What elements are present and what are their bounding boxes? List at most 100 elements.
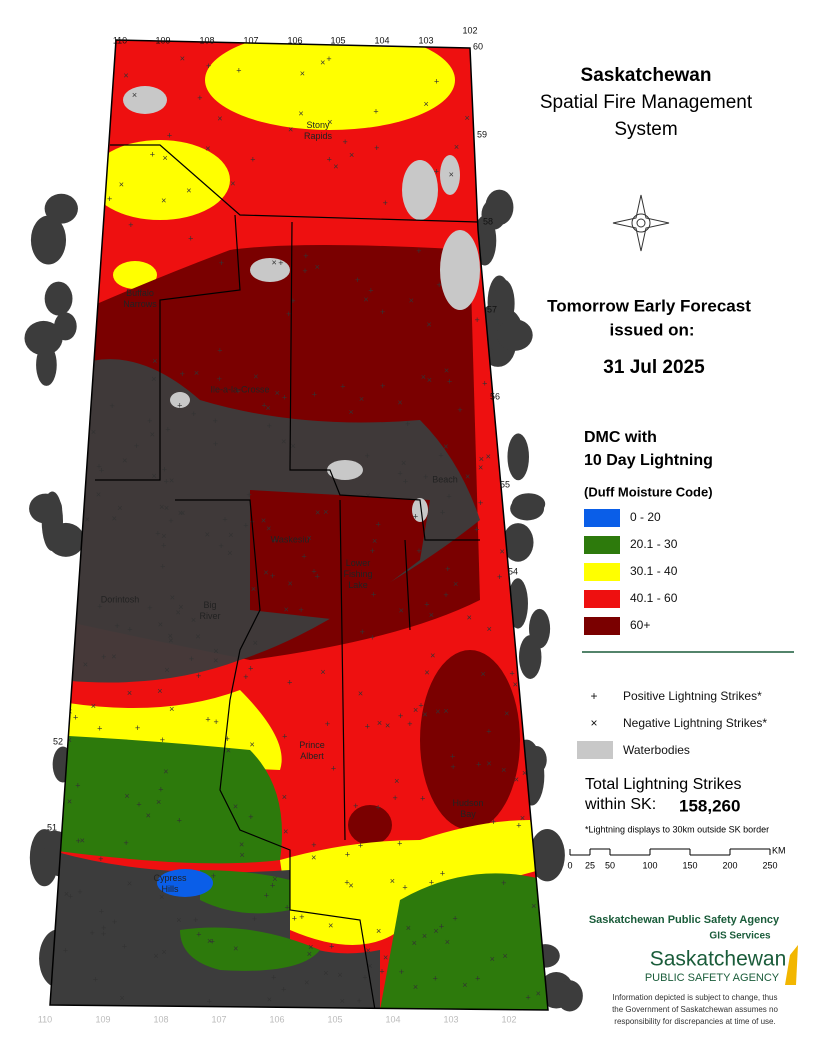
strike: + bbox=[281, 984, 286, 994]
strike: × bbox=[228, 530, 233, 540]
strike: × bbox=[91, 701, 96, 711]
strike: × bbox=[328, 921, 333, 931]
strike: + bbox=[243, 521, 248, 531]
agency: Saskatchewan Public Safety Agency bbox=[589, 914, 780, 926]
strike: × bbox=[168, 631, 173, 641]
legend-symbol: Negative Lightning Strikes* bbox=[623, 716, 767, 730]
strike: × bbox=[462, 980, 467, 990]
strike: + bbox=[193, 915, 198, 925]
strike: × bbox=[372, 536, 377, 546]
strike: + bbox=[96, 461, 101, 471]
longitude-label: 103 bbox=[443, 1014, 458, 1024]
strike: × bbox=[152, 471, 157, 481]
strike: × bbox=[81, 426, 86, 436]
strike: + bbox=[355, 275, 360, 285]
latitude-label: 56 bbox=[490, 391, 500, 401]
strike: + bbox=[68, 892, 73, 902]
strike: × bbox=[217, 114, 222, 124]
strike-cluster bbox=[529, 828, 565, 882]
strike: × bbox=[176, 915, 181, 925]
strike: + bbox=[342, 137, 347, 147]
scale-label: 150 bbox=[682, 860, 697, 870]
strike: + bbox=[446, 492, 451, 502]
strike: + bbox=[271, 972, 276, 982]
longitude-label: 106 bbox=[269, 1014, 284, 1024]
strike: × bbox=[398, 606, 403, 616]
strike: × bbox=[308, 942, 313, 952]
totals-value: 158,260 bbox=[679, 796, 740, 815]
strike: × bbox=[413, 982, 418, 992]
strike: + bbox=[434, 166, 439, 176]
strike: + bbox=[134, 441, 139, 451]
strike: + bbox=[360, 627, 365, 637]
strike: × bbox=[537, 537, 542, 547]
strike: + bbox=[191, 409, 196, 419]
place-label: Hudson Bay bbox=[452, 798, 483, 819]
strike: + bbox=[491, 817, 496, 827]
totals-label: within SK: bbox=[584, 796, 656, 813]
lightning-halo bbox=[24, 189, 583, 1012]
strike: + bbox=[433, 973, 438, 983]
strike: + bbox=[112, 917, 117, 927]
strike: + bbox=[413, 512, 418, 522]
strike: + bbox=[74, 250, 79, 260]
svg-text:×: × bbox=[590, 716, 597, 730]
strike: + bbox=[540, 527, 545, 537]
strike: × bbox=[291, 441, 296, 451]
longitude-label: 104 bbox=[374, 35, 389, 45]
strike: × bbox=[315, 508, 320, 518]
strike: × bbox=[504, 222, 509, 232]
strike: + bbox=[440, 868, 445, 878]
legend-symbol: Waterbodies bbox=[623, 743, 690, 757]
strike: × bbox=[38, 598, 43, 608]
strike: × bbox=[161, 947, 166, 957]
strike-cluster bbox=[511, 493, 546, 515]
strike: × bbox=[178, 602, 183, 612]
scale-unit: KM bbox=[772, 845, 786, 855]
strike: + bbox=[380, 307, 385, 317]
legend-swatch bbox=[584, 563, 620, 581]
strike: × bbox=[514, 775, 519, 785]
strike: × bbox=[240, 850, 245, 860]
strike: + bbox=[497, 572, 502, 582]
strike: × bbox=[427, 375, 432, 385]
strike: + bbox=[311, 566, 316, 576]
strike: + bbox=[165, 424, 170, 434]
strike: + bbox=[365, 451, 370, 461]
strike: + bbox=[124, 838, 129, 848]
strike: + bbox=[440, 508, 445, 518]
strike: × bbox=[195, 631, 200, 641]
strike: + bbox=[81, 239, 86, 249]
strike: × bbox=[161, 196, 166, 206]
strike: × bbox=[281, 437, 286, 447]
strike: × bbox=[169, 475, 174, 485]
strike: + bbox=[270, 571, 275, 581]
strike: + bbox=[213, 416, 218, 426]
latitude-label: 57 bbox=[487, 304, 497, 314]
longitude-label: 104 bbox=[385, 1014, 400, 1024]
latitude-label: 60 bbox=[473, 41, 483, 51]
strike: + bbox=[150, 149, 155, 159]
strike-cluster bbox=[496, 319, 533, 351]
strike: + bbox=[272, 535, 277, 545]
strike: + bbox=[345, 849, 350, 859]
strike: × bbox=[304, 978, 309, 988]
strike: × bbox=[159, 502, 164, 512]
strike-cluster bbox=[41, 491, 64, 552]
strike: × bbox=[367, 961, 372, 971]
strike: × bbox=[186, 186, 191, 196]
strike: × bbox=[433, 926, 438, 936]
strike: × bbox=[412, 938, 417, 948]
latitude-label: 52 bbox=[53, 736, 63, 746]
strike: × bbox=[180, 508, 185, 518]
strike: × bbox=[96, 490, 101, 500]
strike: × bbox=[315, 262, 320, 272]
strike: + bbox=[375, 803, 380, 813]
strike: + bbox=[285, 903, 290, 913]
strike: + bbox=[213, 439, 218, 449]
strike: × bbox=[541, 816, 546, 826]
strike: × bbox=[522, 768, 527, 778]
strike: + bbox=[222, 515, 227, 525]
strike: + bbox=[397, 839, 402, 849]
strike: × bbox=[80, 836, 85, 846]
